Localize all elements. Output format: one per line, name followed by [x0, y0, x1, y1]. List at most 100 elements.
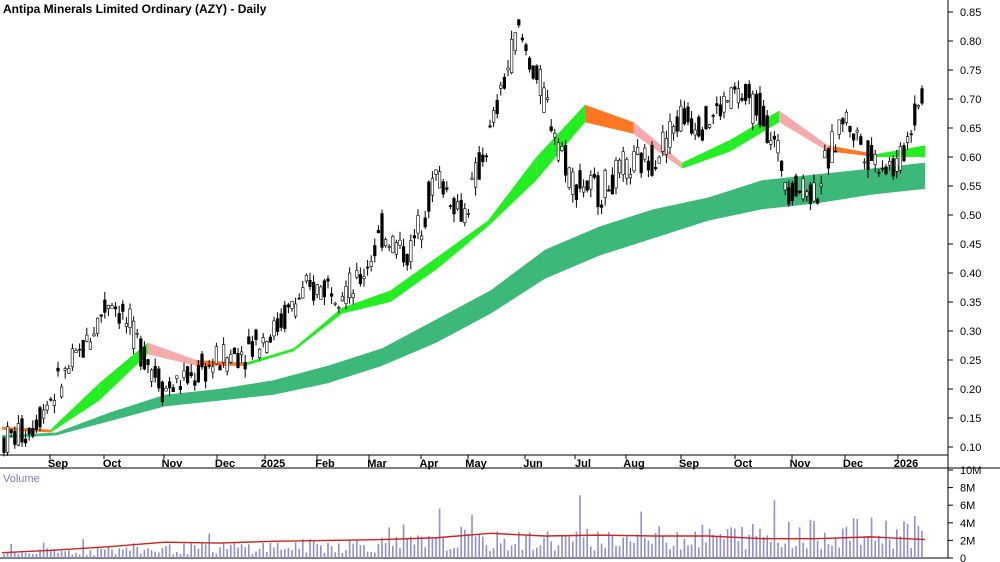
candle-body: [168, 381, 172, 389]
candle-body: [790, 182, 794, 201]
volume-bar: [690, 544, 693, 558]
candle-body: [697, 116, 701, 137]
volume-bar: [3, 554, 5, 558]
volume-bar: [359, 545, 362, 558]
volume-y-tick-label: 4M: [960, 518, 975, 530]
volume-bar: [863, 536, 866, 558]
volume-bar: [442, 537, 444, 558]
candle-body: [207, 365, 211, 367]
volume-bar: [644, 537, 646, 558]
x-tick-label: Aug: [623, 458, 644, 470]
volume-bar: [251, 554, 254, 558]
candle-body: [419, 235, 424, 241]
candle-body: [164, 387, 168, 392]
volume-bar: [284, 548, 286, 558]
candle-body: [693, 129, 697, 136]
candle-body: [452, 198, 456, 215]
candle-body: [545, 97, 550, 100]
candle-body: [236, 352, 240, 368]
candle-body: [243, 362, 247, 370]
candle-body: [171, 387, 175, 393]
volume-bar: [665, 542, 668, 558]
candle-body: [358, 274, 363, 284]
volume-bar: [597, 531, 599, 558]
volume-bar: [204, 544, 207, 558]
candle-body: [535, 65, 539, 80]
volume-y-tick-label: 2M: [960, 535, 975, 547]
candle-body: [819, 183, 823, 187]
candle-body: [527, 57, 532, 70]
candle-body: [887, 161, 892, 166]
candle-body: [445, 187, 449, 190]
candle-body: [905, 136, 910, 143]
volume-bar: [708, 528, 711, 558]
candle-body: [67, 368, 71, 374]
candle-body: [844, 111, 848, 123]
volume-bar: [114, 554, 117, 558]
volume-bar: [575, 531, 578, 558]
candle-body: [787, 187, 791, 205]
candle-body: [567, 167, 571, 189]
volume-bar: [255, 551, 257, 558]
candle-body: [441, 181, 445, 195]
volume-bar: [579, 495, 581, 558]
short-ema-band-segment: [293, 307, 343, 352]
volume-bar: [762, 536, 765, 558]
volume-bar: [201, 542, 203, 558]
volume-bar: [75, 552, 77, 558]
candle-body: [751, 93, 755, 124]
y-tick-label: 0.55: [960, 181, 981, 193]
candle-body: [225, 357, 229, 372]
volume-bar: [798, 527, 801, 558]
volume-bar: [766, 535, 768, 558]
candle-body: [250, 341, 255, 357]
candle-body: [873, 153, 877, 165]
candle-body: [794, 175, 798, 197]
candle-body: [488, 125, 492, 128]
candle-body: [232, 347, 237, 355]
candle-body: [193, 380, 197, 386]
candle-body: [783, 182, 787, 191]
volume-bar: [521, 549, 524, 558]
candle-body: [23, 438, 28, 444]
candle-body: [549, 126, 553, 131]
volume-bar: [705, 542, 707, 558]
candle-body: [121, 303, 125, 312]
candle-body: [884, 166, 888, 175]
candle-body: [434, 169, 438, 175]
candle-body: [157, 368, 161, 389]
candle-body: [74, 350, 78, 354]
volume-bar: [161, 547, 164, 558]
volume-bar: [716, 535, 718, 558]
candle-body: [776, 140, 780, 154]
volume-bar: [208, 533, 210, 558]
volume-bar: [352, 543, 354, 558]
volume-bar: [71, 554, 74, 558]
volume-bar: [226, 549, 228, 558]
candle-body: [254, 329, 258, 340]
volume-bar: [698, 547, 700, 558]
candle-body: [707, 124, 712, 128]
candle-body: [222, 344, 226, 363]
candle-body: [247, 336, 251, 345]
candle-body: [607, 189, 611, 192]
candle-body: [520, 37, 524, 41]
volume-bar: [147, 548, 149, 558]
volume-bar: [334, 552, 336, 558]
volume-bar: [791, 548, 794, 558]
volume-bar: [392, 545, 394, 558]
short-ema-band-segment: [2, 426, 51, 433]
volume-bar: [622, 537, 624, 558]
volume-bar: [730, 527, 732, 558]
volume-bar: [683, 538, 686, 558]
candle-body: [329, 293, 334, 297]
volume-bar: [658, 526, 660, 558]
volume-bar: [39, 549, 41, 558]
candle-body: [146, 359, 150, 366]
volume-bar: [550, 541, 552, 558]
candle-body: [459, 200, 463, 222]
y-tick-label: 0.50: [960, 210, 981, 222]
volume-bar: [838, 547, 840, 558]
candle-body: [797, 190, 802, 194]
volume-bar: [489, 550, 491, 558]
